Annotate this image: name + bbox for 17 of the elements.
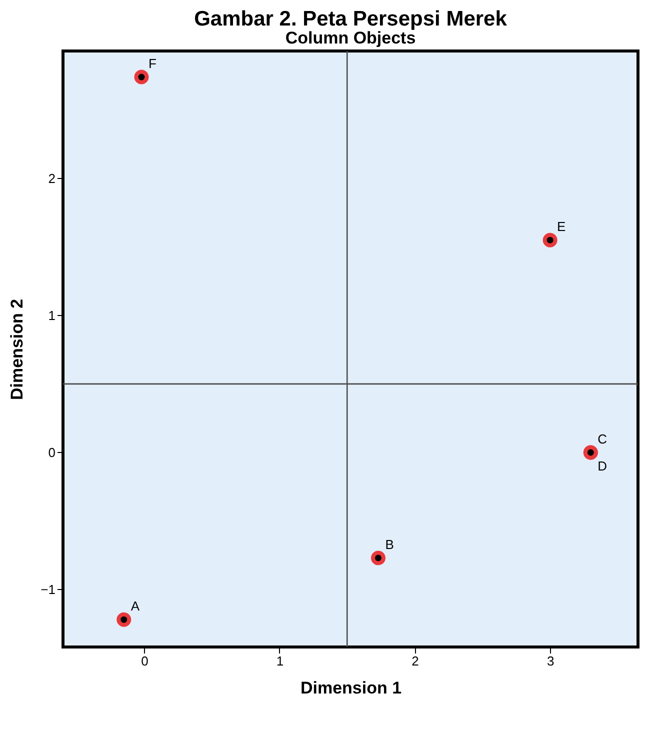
annotation: F: [148, 56, 156, 72]
x-tick-label: 1: [276, 654, 284, 668]
y-axis-title: Dimension 2: [8, 298, 27, 400]
annotation: C: [598, 431, 608, 446]
x-axis-title: Dimension 1: [300, 678, 402, 698]
annotation: D: [598, 458, 608, 474]
y-tick-label: −1: [40, 582, 56, 597]
x-tick-label: 3: [546, 654, 554, 668]
annotation: E: [557, 219, 566, 234]
y-tick-label: 1: [48, 308, 56, 323]
annotation: B: [385, 536, 394, 552]
x-tick-label: 2: [412, 654, 419, 668]
y-tick-label: 0: [48, 444, 56, 460]
chart-title: Gambar 2. Peta Persepsi Merek: [194, 7, 508, 30]
x-tick-label: 0: [141, 654, 148, 668]
y-tick-label: 2: [48, 170, 56, 186]
annotation: A: [130, 598, 140, 614]
